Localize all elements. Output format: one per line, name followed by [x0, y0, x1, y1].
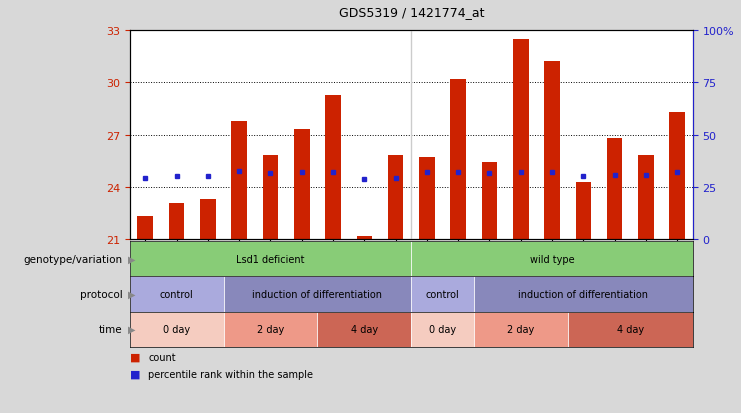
- Text: Lsd1 deficient: Lsd1 deficient: [236, 254, 305, 264]
- Bar: [388, 156, 403, 240]
- Text: control: control: [425, 289, 459, 299]
- Bar: [231, 121, 247, 240]
- Text: ▶: ▶: [128, 324, 136, 335]
- Bar: [419, 158, 435, 240]
- Bar: [451, 80, 466, 240]
- Bar: [262, 156, 279, 240]
- Text: induction of differentiation: induction of differentiation: [519, 289, 648, 299]
- Bar: [669, 113, 685, 240]
- Bar: [544, 62, 560, 240]
- Bar: [130, 277, 224, 312]
- Text: 0 day: 0 day: [429, 324, 456, 335]
- Text: 4 day: 4 day: [617, 324, 644, 335]
- Bar: [169, 203, 185, 240]
- Text: ▶: ▶: [128, 289, 136, 299]
- Bar: [200, 199, 216, 240]
- Bar: [568, 312, 693, 347]
- Bar: [325, 95, 341, 240]
- Bar: [130, 242, 411, 277]
- Bar: [638, 156, 654, 240]
- Text: GDS5319 / 1421774_at: GDS5319 / 1421774_at: [339, 6, 484, 19]
- Text: protocol: protocol: [79, 289, 122, 299]
- Bar: [130, 312, 224, 347]
- Bar: [356, 236, 372, 240]
- Text: induction of differentiation: induction of differentiation: [253, 289, 382, 299]
- Bar: [224, 312, 317, 347]
- Text: percentile rank within the sample: percentile rank within the sample: [148, 369, 313, 379]
- Text: ■: ■: [130, 352, 140, 362]
- Text: ▶: ▶: [128, 254, 136, 264]
- Bar: [224, 277, 411, 312]
- Bar: [411, 312, 473, 347]
- Text: 0 day: 0 day: [163, 324, 190, 335]
- Bar: [607, 139, 622, 240]
- Bar: [411, 242, 693, 277]
- Text: wild type: wild type: [530, 254, 574, 264]
- Bar: [411, 277, 473, 312]
- Bar: [482, 163, 497, 240]
- Text: count: count: [148, 352, 176, 362]
- Text: control: control: [160, 289, 193, 299]
- Bar: [513, 40, 528, 240]
- Bar: [317, 312, 411, 347]
- Bar: [138, 217, 153, 240]
- Text: 2 day: 2 day: [507, 324, 534, 335]
- Bar: [473, 277, 693, 312]
- Bar: [294, 130, 310, 240]
- Text: 4 day: 4 day: [350, 324, 378, 335]
- Bar: [473, 312, 568, 347]
- Text: 2 day: 2 day: [257, 324, 284, 335]
- Bar: [576, 182, 591, 240]
- Text: ■: ■: [130, 369, 140, 379]
- Text: time: time: [99, 324, 122, 335]
- Text: genotype/variation: genotype/variation: [23, 254, 122, 264]
